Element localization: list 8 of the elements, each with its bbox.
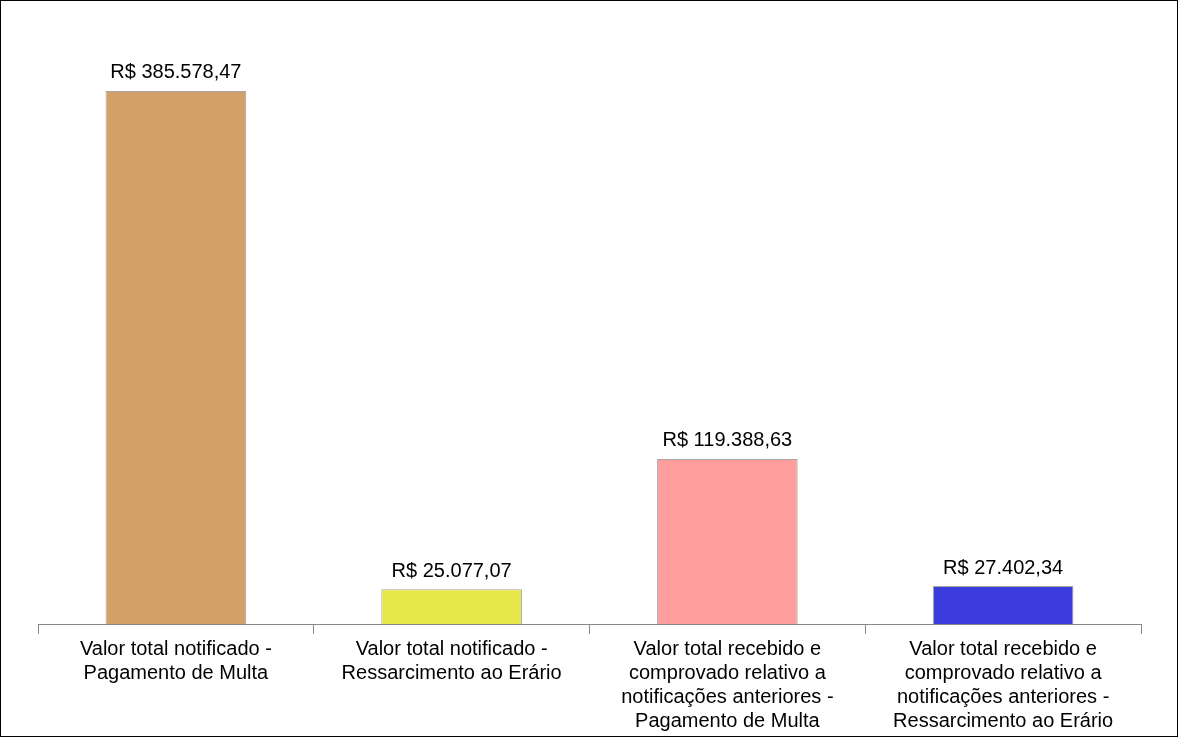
data-label: R$ 27.402,34 [943,555,1064,578]
x-tick-label: Valor total notificado - Ressarcimento ao Erário [341,636,562,683]
x-tick-label: Valor total recebido e comprovado relativo a notificações anteriores - Ressarcimento ao Erário [893,636,1114,731]
data-label: R$ 119.388,63 [662,428,793,451]
data-label: R$ 385.578,47 [110,60,242,83]
data-label: R$ 25.077,07 [391,558,512,581]
x-tick-label: Valor total notificado - Pagamento de Multa [79,636,272,683]
x-tick-label: Valor total recebido e comprovado relativo a notificações anteriores - Pagamento de Multa [621,636,834,731]
